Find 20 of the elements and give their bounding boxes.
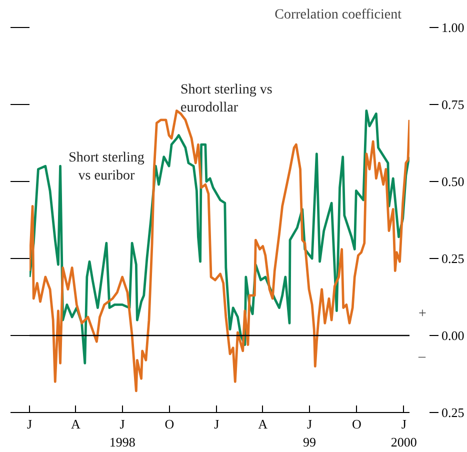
y-tick-label: 0.00: [442, 328, 464, 343]
text: –: [418, 350, 426, 365]
x-tick-label: A: [258, 416, 268, 432]
series-label: Short sterling vs euribor: [68, 150, 144, 184]
x-tick-label: J 99: [303, 416, 316, 450]
x-tick-label: J: [214, 416, 220, 432]
y-tick-label: 0.50: [442, 174, 464, 189]
x-tick-label: J 1998: [109, 416, 136, 450]
series-label: Short sterling vs eurodollar: [180, 82, 272, 116]
x-tick-label: O: [164, 416, 174, 432]
y-tick-label: 0.25: [442, 251, 464, 266]
y-tick-label: 0.75: [442, 97, 464, 112]
x-tick-label: J: [26, 416, 32, 432]
x-tick-label: J 2000: [390, 416, 417, 450]
y-axis-title: Correlation coefficient: [274, 8, 402, 22]
y-tick-label: 1.00: [442, 20, 464, 35]
y-tick-label: 0.25: [442, 405, 464, 420]
x-tick-label: A: [70, 416, 81, 432]
text: +: [418, 306, 426, 322]
x-tick-label: O: [352, 416, 362, 432]
